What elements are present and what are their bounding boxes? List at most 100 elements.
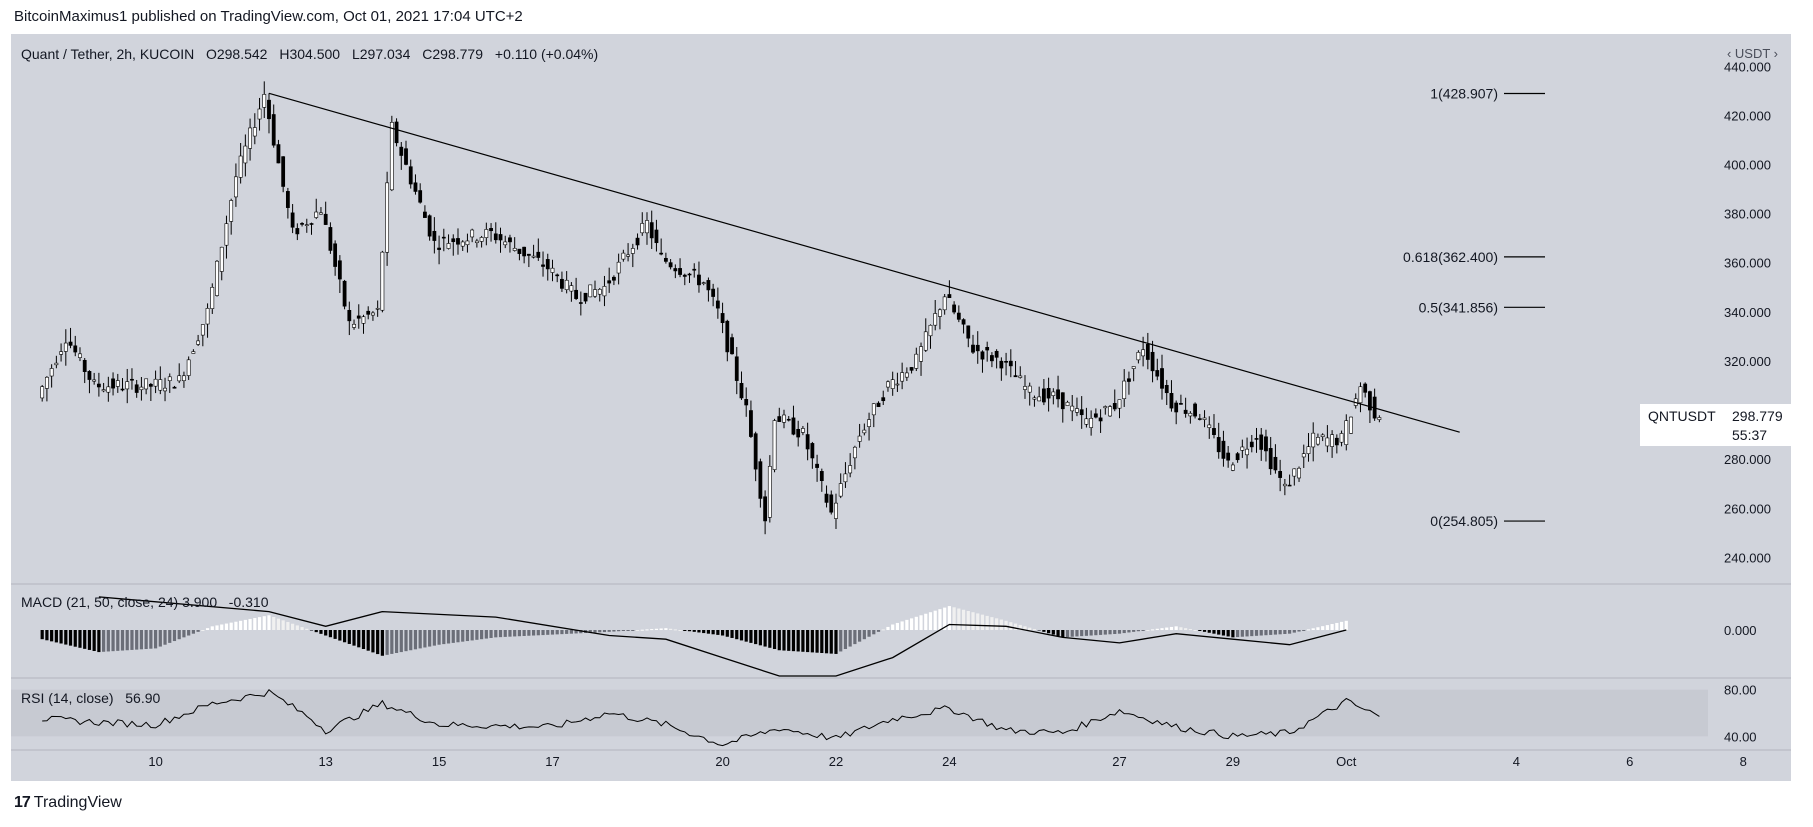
macd-histogram-bar	[678, 630, 682, 631]
macd-histogram-bar	[352, 630, 356, 646]
macd-histogram-bar	[947, 606, 951, 630]
macd-histogram-bar	[758, 630, 762, 646]
macd-histogram-bar	[815, 630, 819, 653]
macd-histogram-bar	[130, 630, 134, 650]
candle-up	[503, 241, 508, 246]
candle-up	[843, 473, 848, 483]
candle-up	[144, 378, 149, 390]
price-axis-tick: 400.000	[1724, 158, 1771, 173]
macd-histogram-bar	[1127, 630, 1131, 633]
macd-histogram-bar	[1084, 630, 1089, 636]
candle-up	[1282, 483, 1287, 487]
candle-up	[248, 127, 252, 149]
candle-up	[834, 502, 838, 519]
macd-histogram-bar	[139, 630, 144, 650]
macd-histogram-bar	[791, 630, 796, 652]
price-tag-symbol: QNTUSDT	[1648, 408, 1716, 424]
macd-histogram-bar	[45, 630, 49, 641]
macd-histogram-bar	[92, 630, 96, 652]
last-price-tag: QNTUSDT 298.779 55:37	[1640, 404, 1794, 446]
tradingview-logo[interactable]: 17 TradingView	[14, 794, 122, 812]
candle-up	[1358, 386, 1363, 404]
candle-down	[300, 223, 304, 225]
macd-histogram-bar	[1287, 630, 1292, 634]
macd-histogram-bar	[135, 630, 139, 650]
macd-histogram-bar	[461, 630, 465, 642]
candle-down	[423, 211, 427, 218]
chart-frame[interactable]	[11, 34, 1791, 781]
macd-histogram-bar	[999, 619, 1003, 630]
candle-down	[971, 344, 975, 353]
macd-histogram-bar	[924, 613, 928, 630]
macd-histogram-bar	[739, 630, 744, 641]
macd-histogram-bar	[971, 612, 975, 630]
axis-unit-selector[interactable]: ‹ USDT ›	[1726, 46, 1778, 61]
descending-trendline[interactable]	[268, 92, 1460, 433]
candle-down	[323, 213, 328, 225]
macd-histogram-bar	[645, 629, 649, 631]
macd-histogram-bar	[153, 630, 158, 649]
candle-up	[304, 224, 309, 226]
candle-down	[574, 289, 579, 299]
open-value: 298.542	[216, 46, 268, 62]
candle-down	[692, 268, 697, 271]
macd-histogram-bar	[957, 608, 961, 630]
macd-histogram-bar	[1198, 630, 1202, 631]
macd-histogram-bar	[980, 614, 985, 630]
macd-histogram-bar	[839, 630, 843, 652]
candle-up	[569, 285, 574, 292]
macd-histogram-bar	[1179, 627, 1183, 630]
macd-histogram-bar	[40, 630, 44, 640]
price-axis-tick: 440.000	[1724, 59, 1771, 74]
candle-up	[782, 414, 786, 423]
price-axis-tick: 320.000	[1724, 354, 1771, 369]
candle-up	[314, 211, 319, 218]
macd-histogram-bar	[347, 630, 351, 644]
candle-down	[815, 463, 819, 468]
macd-histogram-bar	[602, 630, 607, 633]
macd-histogram-bar	[909, 618, 914, 630]
macd-histogram-bar	[1174, 626, 1178, 630]
macd-histogram-bar	[1075, 630, 1079, 637]
macd-histogram-bar	[489, 630, 493, 638]
price-axis-tick: 420.000	[1724, 108, 1771, 123]
macd-histogram-bar	[1132, 630, 1136, 632]
macd-histogram-bar	[829, 630, 833, 654]
candle-up	[1075, 408, 1079, 413]
macd-histogram-bar	[295, 625, 299, 630]
macd-histogram-bar	[163, 630, 167, 645]
macd-histogram-bar	[806, 630, 810, 653]
candle-up	[1202, 417, 1207, 420]
macd-histogram-bar	[1051, 630, 1055, 635]
candle-up	[1018, 375, 1023, 378]
candle-down	[730, 337, 734, 355]
rsi-band	[11, 689, 1708, 737]
macd-histogram-bar	[1325, 625, 1329, 630]
macd-histogram-bar	[1169, 626, 1174, 630]
candle-down	[1273, 456, 1278, 471]
candle-down	[1041, 388, 1046, 403]
macd-histogram-bar	[1018, 624, 1022, 630]
candle-up	[1230, 464, 1235, 471]
date-axis-tick: 4	[1513, 754, 1520, 769]
macd-histogram-bar	[1136, 630, 1140, 632]
candle-up	[252, 127, 257, 137]
price-axis-tick: 280.000	[1724, 452, 1771, 467]
fib-level-label: 1(428.907)	[1430, 86, 1498, 102]
candle-up	[933, 313, 938, 326]
macd-histogram-bar	[687, 630, 692, 632]
candle-down	[1127, 378, 1131, 382]
candle-down	[1212, 428, 1216, 436]
candle-down	[498, 234, 503, 241]
candle-up	[1344, 420, 1349, 445]
macd-histogram-bar	[205, 628, 210, 630]
macd-histogram-bar	[172, 630, 177, 642]
candle-down	[635, 237, 640, 246]
macd-histogram-bar	[1221, 630, 1226, 636]
macd-histogram-bar	[1165, 627, 1169, 630]
macd-histogram-bar	[801, 630, 805, 652]
macd-histogram-bar	[111, 630, 115, 652]
candle-down	[522, 246, 527, 257]
candle-down	[758, 461, 763, 499]
